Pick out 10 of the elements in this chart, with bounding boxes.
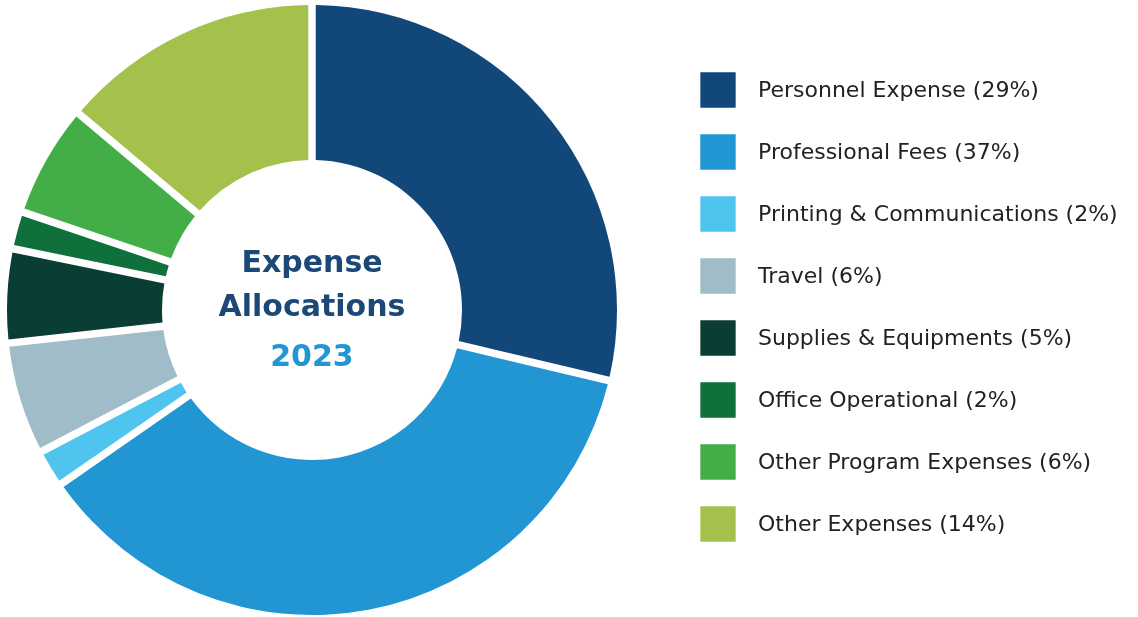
legend-label: Travel (6%) bbox=[757, 263, 883, 288]
legend-label: Supplies & Equipments (5%) bbox=[758, 325, 1073, 350]
legend-label: Office Operational (2%) bbox=[758, 387, 1018, 412]
legend-label: Printing & Communications (2%) bbox=[758, 201, 1118, 226]
legend-label: Other Expenses (14%) bbox=[758, 511, 1006, 536]
text: Expense Allocations bbox=[218, 244, 406, 323]
legend-label: Professional Fees (37%) bbox=[758, 139, 1021, 164]
legend-label: Personnel Expense (29%) bbox=[758, 77, 1039, 102]
text: 2023 bbox=[270, 338, 354, 373]
legend-label: Other Program Expenses (6%) bbox=[758, 449, 1092, 474]
